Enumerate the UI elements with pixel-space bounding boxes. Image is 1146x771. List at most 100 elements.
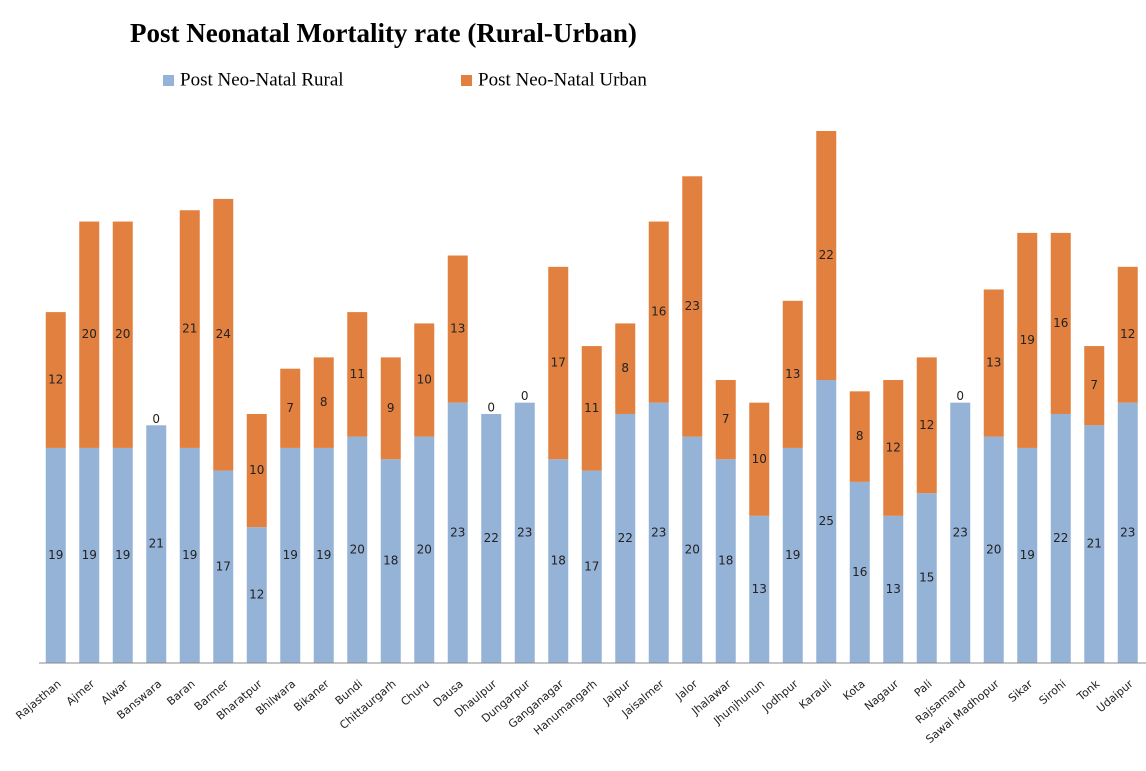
data-label: 13 [986,356,1001,370]
x-tick-label: Jodhpur [759,677,801,715]
data-label: 12 [48,373,63,387]
chart-title: Post Neonatal Mortality rate (Rural-Urba… [130,18,637,48]
bar-segment [146,425,167,663]
bar-segment [79,221,100,448]
data-label: 7 [722,412,730,426]
bar-segment [280,447,301,663]
legend-label: Post Neo-Natal Urban [478,69,647,90]
bar-segment [1117,402,1138,663]
bar-segment [849,391,870,482]
x-tick-label: Pali [912,677,935,699]
x-tick-label: Sirohi [1037,677,1069,707]
x-tick-label: Udaipur [1094,677,1136,715]
bar-segment [447,255,468,403]
bar-segment [1084,425,1105,663]
bar-segment [682,436,703,663]
data-label: 19 [316,548,331,562]
data-label: 20 [417,542,432,556]
bar-segment [213,470,234,663]
bar-segment [414,436,435,663]
data-label: 12 [919,418,934,432]
data-label: 8 [856,429,864,443]
bar-segment [883,515,904,663]
data-label: 20 [82,327,97,341]
data-label: 22 [819,248,834,262]
x-tick-label: Tonk [1074,677,1103,704]
bar-segment [112,221,133,448]
x-tick-label: Jalor [672,677,700,704]
bar-segment [916,493,937,663]
bar-segment [1050,413,1071,663]
data-label: 13 [886,582,901,596]
data-label: 13 [785,367,800,381]
bar-segment [715,380,736,460]
data-label: 19 [283,548,298,562]
x-tick-label: Churu [398,677,432,708]
bar-segment [380,459,401,663]
bar-segment [581,470,602,663]
data-label: 13 [752,582,767,596]
bar-segment [849,481,870,663]
data-label: 19 [48,548,63,562]
data-label: 18 [551,554,566,568]
x-tick-label: Sikar [1006,677,1036,705]
data-label: 17 [584,559,599,573]
bar-segment [45,312,66,448]
bar-segment [548,266,569,460]
bar-segment [45,447,66,663]
data-label: 7 [1090,378,1098,392]
bar-segment [447,402,468,663]
data-label: 18 [383,554,398,568]
bar-segment [615,323,636,414]
bar-segment [950,402,971,663]
bar-segment [883,380,904,516]
bar-segment [79,447,100,663]
data-label: 10 [752,452,767,466]
legend-label: Post Neo-Natal Rural [180,69,344,90]
data-label: 7 [286,401,294,415]
legend-swatch [461,75,472,86]
bar-segment [1017,447,1038,663]
legend-swatch [163,75,174,86]
data-label: 13 [450,322,465,336]
bar-segment [380,357,401,460]
data-label: 8 [621,361,629,375]
bar-segment [782,447,803,663]
data-label: 19 [82,548,97,562]
bar-segment [414,323,435,437]
data-label: 23 [450,525,465,539]
bar-segment [749,515,770,663]
bar-segment [179,210,200,448]
data-label: 22 [618,531,633,545]
bar-segment [1050,232,1071,414]
bar-segment [213,198,234,471]
data-label: 21 [149,537,164,551]
data-label: 19 [182,548,197,562]
data-label: 8 [320,395,328,409]
bar-segment [1017,232,1038,448]
data-label: 20 [685,542,700,556]
bar-segment [983,289,1004,437]
data-label: 20 [986,542,1001,556]
data-label: 16 [651,305,666,319]
data-label: 23 [1120,525,1135,539]
data-label: 17 [551,356,566,370]
bar-segment [1117,266,1138,403]
x-tick-label: Karauli [797,677,835,711]
bar-segment [347,312,368,437]
bar-segment [916,357,937,494]
data-label: 19 [1020,333,1035,347]
bar-segment [648,221,669,403]
bar-segment [581,346,602,471]
data-label: 10 [417,373,432,387]
data-label: 23 [685,299,700,313]
data-label: 16 [1053,316,1068,330]
bar-segment [648,402,669,663]
data-label: 23 [953,525,968,539]
data-label: 18 [718,554,733,568]
bar-segment [1084,346,1105,426]
data-label: 22 [484,531,499,545]
x-tick-label: Ajmer [64,677,98,708]
bar-segment [280,368,301,448]
data-label: 17 [216,559,231,573]
